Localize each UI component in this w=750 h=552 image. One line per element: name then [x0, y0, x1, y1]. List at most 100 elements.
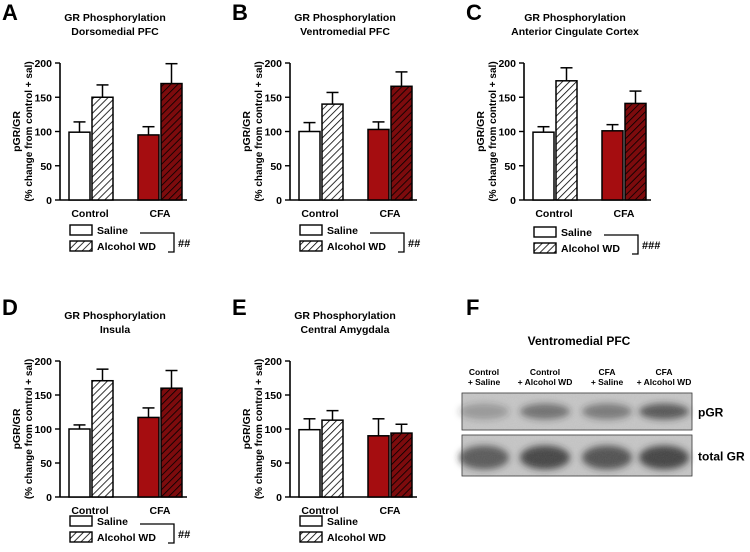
panel-letter: B [232, 0, 248, 25]
bar [160, 387, 183, 498]
legend-label-alcohol: Alcohol WD [97, 532, 156, 544]
y-tick-label: 150 [34, 92, 52, 104]
y-tick-label: 50 [40, 161, 52, 173]
y-tick-label: 150 [498, 92, 516, 104]
blot-title: Ventromedial PFC [528, 334, 631, 348]
legend: Saline Alcohol WD [299, 515, 386, 544]
panel-letter: F [466, 295, 479, 320]
chart-title: GR Phosphorylation [524, 12, 626, 24]
chart-title: GR Phosphorylation [64, 12, 166, 24]
y-axis-label: pGR/GR [241, 111, 253, 152]
y-tick-label: 100 [498, 127, 516, 139]
bar [137, 416, 160, 498]
lane-label: Control [530, 367, 560, 377]
legend-label-saline: Saline [561, 227, 592, 239]
y-tick-label: 200 [34, 58, 52, 70]
y-tick-label: 200 [34, 356, 52, 368]
bar [624, 102, 647, 201]
legend-label-alcohol: Alcohol WD [327, 241, 386, 253]
y-tick-label: 100 [34, 127, 52, 139]
legend-label-saline: Saline [327, 516, 358, 528]
blot-noise [462, 393, 692, 430]
y-tick-label: 150 [264, 390, 282, 402]
lane-label: + Saline [468, 377, 501, 387]
x-tick-label: Control [71, 505, 108, 517]
legend-swatch-saline [299, 224, 323, 236]
y-axis-label: pGR/GR [241, 408, 253, 449]
legend-swatch-alcohol [69, 240, 93, 252]
bar [390, 432, 413, 498]
x-tick-label: CFA [614, 208, 635, 220]
legend-swatch-saline [533, 226, 557, 238]
legend-label-saline: Saline [97, 516, 128, 528]
chart-subtitle: Anterior Cingulate Cortex [511, 26, 639, 38]
bar [298, 130, 321, 201]
significance-bracket [604, 234, 639, 255]
chart-subtitle: Insula [100, 324, 131, 336]
panel-letter: E [232, 295, 247, 320]
lane-label: CFA [656, 367, 673, 377]
y-tick-label: 0 [46, 492, 52, 504]
legend: Saline Alcohol WD ## [299, 224, 420, 253]
y-tick-label: 0 [276, 195, 282, 207]
y-tick-label: 0 [276, 492, 282, 504]
y-tick-label: 50 [270, 458, 282, 470]
lane-label: Control [469, 367, 499, 377]
lane-label: CFA [599, 367, 616, 377]
x-tick-label: CFA [380, 208, 401, 220]
bar [91, 96, 114, 201]
x-tick-label: Control [301, 208, 338, 220]
x-tick-label: Control [301, 505, 338, 517]
x-tick-label: CFA [380, 505, 401, 517]
blot-noise [462, 435, 692, 476]
y-axis-sublabel: (% change from control + sal) [254, 359, 265, 499]
y-tick-label: 150 [264, 92, 282, 104]
lane-label: + Alcohol WD [518, 377, 573, 387]
panel-a: A GR Phosphorylation Dorsomedial PFC pGR/GR… [2, 0, 190, 253]
bar [160, 82, 183, 201]
y-axis-label: pGR/GR [11, 408, 23, 449]
bar [91, 379, 114, 498]
bar [367, 128, 390, 201]
bar [68, 428, 91, 498]
x-tick-label: Control [71, 208, 108, 220]
blot-row-label: pGR [698, 406, 724, 420]
significance-marker: ## [408, 238, 420, 250]
blot-strip: pGR [459, 392, 724, 431]
legend-swatch-alcohol [69, 531, 93, 543]
y-tick-label: 150 [34, 390, 52, 402]
y-axis-label: pGR/GR [11, 111, 23, 152]
y-tick-label: 200 [498, 58, 516, 70]
panel-letter: D [2, 295, 18, 320]
y-tick-label: 200 [264, 356, 282, 368]
y-axis-sublabel: (% change from control + sal) [254, 61, 265, 201]
panel-letter: A [2, 0, 18, 25]
significance-marker: ### [642, 240, 660, 252]
x-tick-label: Control [535, 208, 572, 220]
y-tick-label: 100 [264, 127, 282, 139]
bar [532, 131, 555, 201]
y-axis-sublabel: (% change from control + sal) [488, 61, 499, 201]
x-tick-label: CFA [150, 505, 171, 517]
blot-strip: total GR [459, 434, 745, 477]
panel-b: B GR Phosphorylation Ventromedial PFC pGR/G… [232, 0, 420, 253]
panel-letter: C [466, 0, 482, 25]
chart-title: GR Phosphorylation [64, 310, 166, 322]
legend-label-alcohol: Alcohol WD [561, 243, 620, 255]
legend-label-alcohol: Alcohol WD [97, 241, 156, 253]
legend-label-saline: Saline [97, 225, 128, 237]
legend-swatch-alcohol [299, 240, 323, 252]
significance-bracket [140, 523, 175, 544]
y-axis-sublabel: (% change from control + sal) [24, 359, 35, 499]
y-axis-label: pGR/GR [475, 111, 487, 152]
lane-label: + Saline [591, 377, 624, 387]
bar [137, 134, 160, 201]
x-tick-label: CFA [150, 208, 171, 220]
significance-marker: ## [178, 529, 190, 541]
y-tick-label: 100 [34, 424, 52, 436]
bar [390, 85, 413, 201]
blot-row-label: total GR [698, 450, 745, 464]
legend-label-alcohol: Alcohol WD [327, 532, 386, 544]
chart-title: GR Phosphorylation [294, 310, 396, 322]
